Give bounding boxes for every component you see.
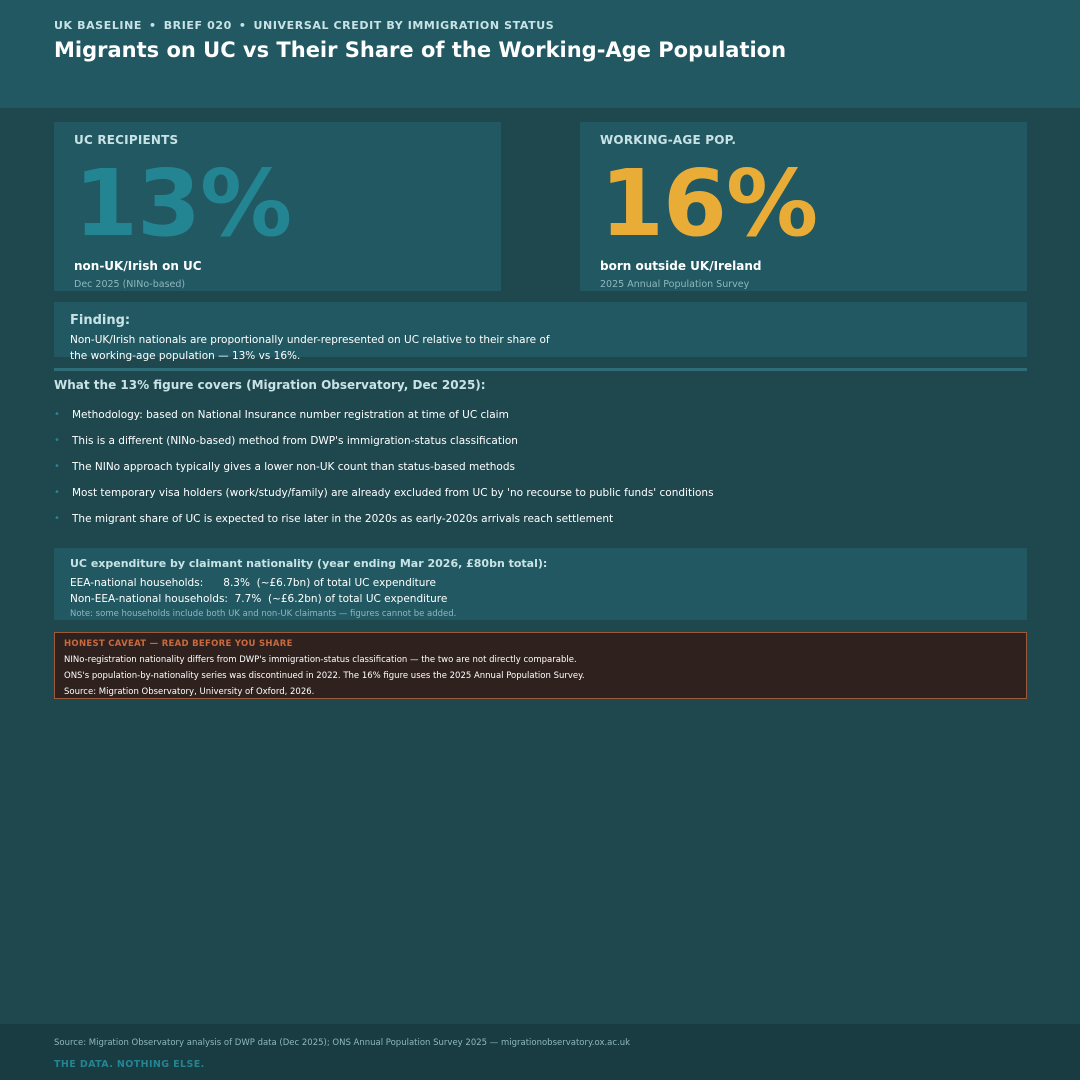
finding-box: Finding: Non-UK/Irish nationals are prop… [54,302,1027,362]
caveat-source-line: Source: Migration Observatory, Universit… [64,687,315,697]
finding-text: Non-UK/Irish nationals are proportionall… [70,334,550,362]
bullet-icon: • [54,513,60,524]
stat-description: non-UK/Irish on UC [74,259,202,273]
bullet-icon: • [54,461,60,472]
eyebrow-separator: • [238,19,247,32]
expenditure-row-eea: EEA-national households: 8.3% (~£6.7bn) … [70,577,436,589]
caveat-line: ONS's population-by-nationality series w… [64,671,585,681]
footer-source: Source: Migration Observatory analysis o… [54,1038,631,1048]
list-item: • Most temporary visa holders (work/study… [54,482,1027,508]
brief-eyebrow: UK BASELINE • BRIEF 020 • UNIVERSAL CREDIT B… [54,19,554,32]
page-title: Migrants on UC vs Their Share of the Wor… [54,38,787,62]
section-divider [54,368,1027,371]
covers-list: • Methodology: based on National Insuranc… [54,404,1027,534]
footer-tagline: THE DATA. NOTHING ELSE. [54,1059,205,1070]
covers-heading: What the 13% figure covers (Migration Ob… [54,378,486,392]
list-item: • The migrant share of UC is expected to … [54,508,1027,534]
expenditure-box: UC expenditure by claimant nationality (… [54,548,1027,620]
expenditure-row-non-eea: Non-EEA-national households: 7.7% (~£6.2… [70,593,448,605]
list-item-text: Methodology: based on National Insurance… [72,409,509,421]
stat-card-uc-recipients: UC RECIPIENTS 13% non-UK/Irish on UC Dec… [54,122,501,291]
bullet-icon: • [54,487,60,498]
list-item-text: Most temporary visa holders (work/study/… [72,487,714,499]
eyebrow-brief-number: BRIEF 020 [163,19,232,32]
list-item-text: This is a different (NINo-based) method … [72,435,518,447]
finding-title: Finding: [70,313,131,328]
bullet-icon: • [54,435,60,446]
stat-value: 13% [74,150,292,257]
eyebrow-series: UK BASELINE [54,19,143,32]
stat-source: 2025 Annual Population Survey [600,279,750,290]
eyebrow-topic: UNIVERSAL CREDIT BY IMMIGRATION STATUS [253,19,555,32]
stat-source: Dec 2025 (NINo-based) [74,279,186,290]
stat-card-working-age-pop: WORKING-AGE POP. 16% born outside UK/Ire… [580,122,1027,291]
stat-label: WORKING-AGE POP. [600,133,737,147]
stat-value: 16% [600,150,818,257]
caveat-box: HONEST CAVEAT — READ BEFORE YOU SHARE NI… [54,632,1027,699]
footer: Source: Migration Observatory analysis o… [0,1024,1080,1080]
caveat-title: HONEST CAVEAT — READ BEFORE YOU SHARE [64,639,293,649]
bullet-icon: • [54,409,60,420]
list-item-text: The NINo approach typically gives a lowe… [72,461,515,473]
expenditure-note: Note: some households include both UK an… [70,609,457,619]
stat-description: born outside UK/Ireland [600,259,762,273]
stat-label: UC RECIPIENTS [74,133,179,147]
caveat-line: NINo-registration nationality differs fr… [64,655,577,665]
expenditure-title: UC expenditure by claimant nationality (… [70,557,548,570]
list-item: • The NINo approach typically gives a low… [54,456,1027,482]
list-item: • Methodology: based on National Insuranc… [54,404,1027,430]
header-banner: UK BASELINE • BRIEF 020 • UNIVERSAL CREDIT B… [0,0,1080,108]
list-item: • This is a different (NINo-based) method… [54,430,1027,456]
eyebrow-separator: • [149,19,157,32]
list-item-text: The migrant share of UC is expected to r… [72,513,614,525]
